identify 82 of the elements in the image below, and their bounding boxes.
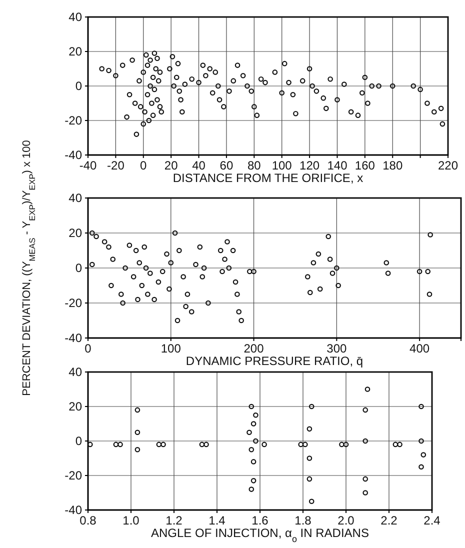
point bbox=[113, 442, 119, 448]
y-tick-label: 20 bbox=[68, 226, 82, 240]
point bbox=[306, 426, 312, 432]
point bbox=[306, 476, 312, 482]
x-tick-label: 120 bbox=[300, 158, 320, 173]
point bbox=[418, 404, 424, 410]
point bbox=[362, 490, 368, 496]
point bbox=[248, 404, 254, 410]
point bbox=[362, 438, 368, 444]
point bbox=[246, 430, 252, 436]
point bbox=[308, 498, 314, 504]
x-tick-label: 1.4 bbox=[208, 514, 226, 528]
x-tick-label: 0 bbox=[140, 158, 148, 173]
point bbox=[253, 438, 258, 444]
y-tick-label: -40 bbox=[64, 148, 82, 162]
point bbox=[306, 456, 312, 461]
x-tick-label: 80 bbox=[247, 158, 262, 173]
x-tick-label: 140 bbox=[327, 158, 348, 173]
point bbox=[250, 421, 256, 426]
x-tick-label: 1.2 bbox=[166, 514, 183, 528]
x-tick-label: 0.8 bbox=[80, 514, 97, 528]
point bbox=[199, 442, 205, 448]
x-tick-label: 160 bbox=[354, 158, 376, 173]
x-tick-label: 1.0 bbox=[122, 514, 140, 528]
point bbox=[134, 446, 140, 452]
x-tick-label: -20 bbox=[107, 158, 125, 173]
x-tick-label: 40 bbox=[192, 158, 206, 173]
point bbox=[364, 386, 370, 392]
point bbox=[87, 442, 93, 448]
point bbox=[248, 486, 254, 492]
x-tick-label: 300 bbox=[326, 342, 347, 356]
x-tick-label: 2.4 bbox=[424, 514, 441, 528]
point bbox=[392, 442, 398, 448]
y-tick-label: 40 bbox=[68, 190, 82, 205]
point bbox=[397, 442, 402, 448]
y-tick-label: -20 bbox=[64, 468, 82, 482]
x-tick-label: 220 bbox=[438, 158, 458, 173]
point bbox=[118, 442, 123, 448]
point bbox=[418, 464, 424, 470]
y-tick-label: 20 bbox=[68, 399, 82, 414]
point bbox=[204, 442, 209, 448]
point bbox=[134, 430, 140, 436]
point bbox=[308, 404, 314, 410]
x-tick-label: 2.2 bbox=[380, 514, 398, 528]
point bbox=[418, 438, 424, 444]
x-axis-title: DISTANCE FROM THE ORIFICE, x bbox=[172, 171, 364, 185]
point bbox=[156, 442, 162, 448]
point bbox=[362, 407, 368, 413]
point bbox=[339, 442, 344, 448]
point bbox=[250, 459, 256, 464]
point bbox=[262, 442, 267, 448]
y-tick-label: -20 bbox=[64, 113, 82, 128]
point bbox=[253, 412, 258, 418]
x-tick-label: 100 bbox=[272, 158, 292, 173]
x-tick-label: 400 bbox=[410, 342, 430, 356]
x-tick-label: 60 bbox=[220, 158, 234, 173]
y-tick-label: -40 bbox=[64, 502, 82, 517]
x-tick-label: 180 bbox=[382, 158, 403, 173]
x-tick-label: 100 bbox=[160, 342, 182, 356]
y-tick-label: 0 bbox=[75, 434, 82, 448]
y-tick-label: 0 bbox=[75, 260, 82, 275]
x-tick-label: 1.6 bbox=[252, 514, 269, 528]
point bbox=[362, 476, 368, 482]
x-tick-label: 1.8 bbox=[294, 514, 312, 528]
point bbox=[343, 442, 349, 448]
x-tick-label: 2.0 bbox=[338, 514, 355, 528]
y-tick-label: 20 bbox=[68, 44, 82, 58]
x-tick-label: 200 bbox=[244, 342, 264, 356]
point bbox=[420, 452, 426, 458]
point bbox=[248, 446, 254, 452]
y-tick-label: -40 bbox=[64, 330, 82, 345]
point bbox=[134, 407, 140, 413]
y-tick-label: 40 bbox=[68, 364, 82, 379]
point bbox=[250, 478, 256, 484]
y-tick-label: 0 bbox=[75, 78, 82, 93]
x-axis-title: ANGLE OF INJECTION, α$_{o}$ IN RADIANS bbox=[151, 526, 369, 544]
y-tick-label: 40 bbox=[68, 10, 82, 24]
point bbox=[160, 442, 166, 448]
x-tick-label: 20 bbox=[164, 158, 178, 173]
x-axis-title: DYNAMIC PRESSURE RATIO, q̄ bbox=[186, 354, 364, 368]
x-tick-label: 0 bbox=[84, 342, 92, 356]
y-tick-label: -20 bbox=[64, 296, 82, 310]
